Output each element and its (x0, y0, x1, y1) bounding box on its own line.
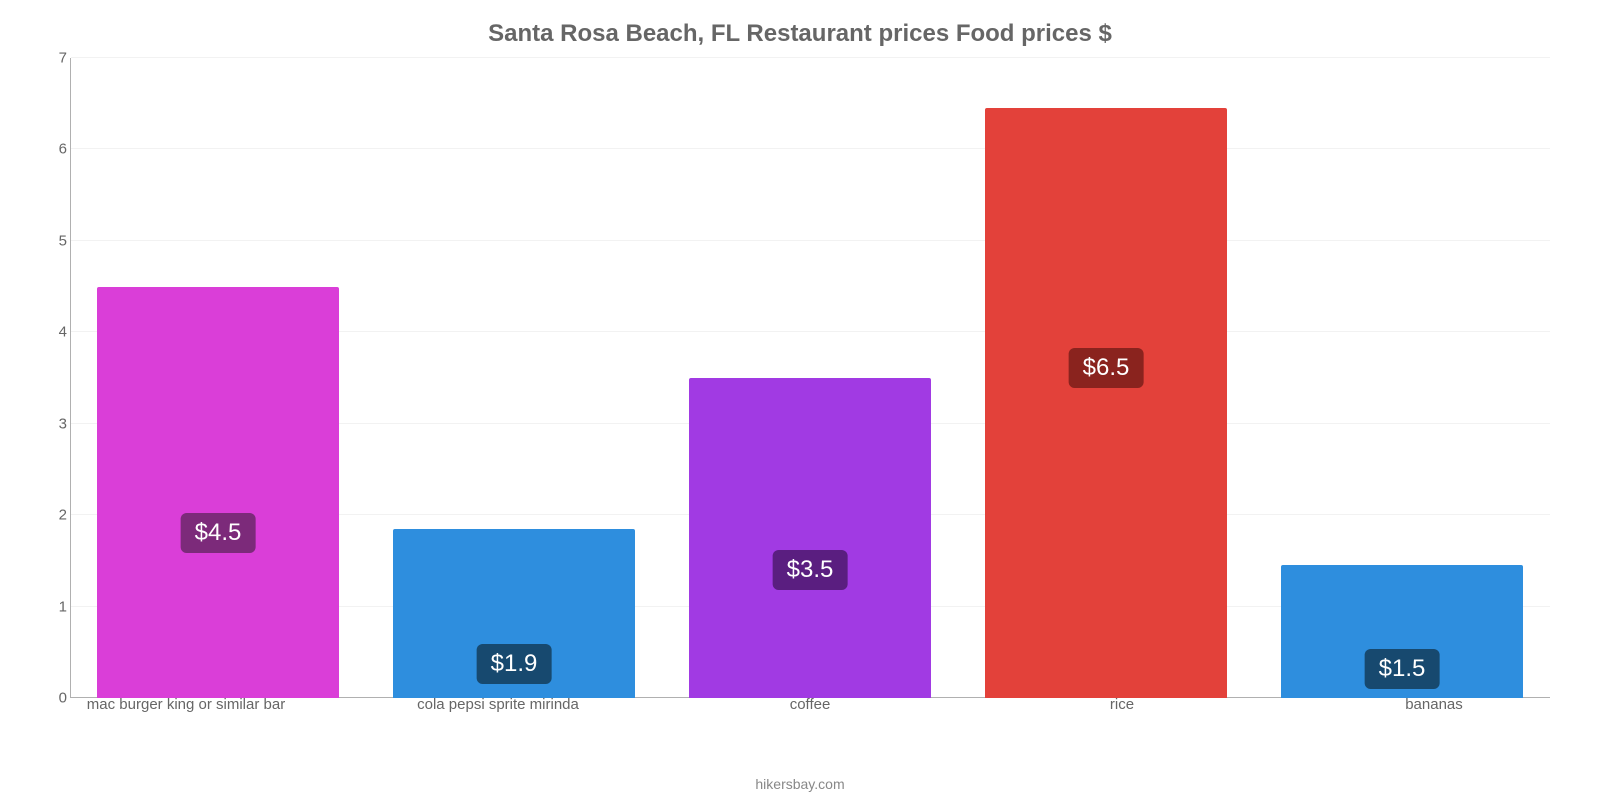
bars-layer: $4.5 $1.9 $3.5 $6.5 $1.5 (70, 58, 1550, 698)
bar: $1.5 (1281, 565, 1524, 698)
x-category-label: coffee (654, 696, 966, 713)
chart-title: Santa Rosa Beach, FL Restaurant prices F… (40, 20, 1560, 48)
x-axis-labels: mac burger king or similar barcola pepsi… (30, 696, 1590, 713)
bar-value-label: $1.5 (1365, 649, 1440, 689)
bar-slot: $4.5 (70, 58, 366, 698)
ytick-label: 6 (43, 141, 67, 158)
ytick-label: 3 (43, 415, 67, 432)
x-category-label: mac burger king or similar bar (30, 696, 342, 713)
plot-area: 01234567 $4.5$1.9$3.5$6.5$1.5 (70, 58, 1550, 698)
ytick-label: 4 (43, 324, 67, 341)
bar-value-label: $4.5 (181, 513, 256, 553)
bar-value-label: $6.5 (1069, 348, 1144, 388)
ytick-label: 1 (43, 598, 67, 615)
bar-value-label: $1.9 (477, 644, 552, 684)
bar-slot: $1.5 (1254, 58, 1550, 698)
bar: $4.5 (97, 287, 340, 698)
ytick-label: 7 (43, 50, 67, 67)
chart-footer: hikersbay.com (0, 776, 1600, 792)
chart-container: Santa Rosa Beach, FL Restaurant prices F… (0, 0, 1600, 800)
x-category-label: bananas (1278, 696, 1590, 713)
bar-slot: $1.9 (366, 58, 662, 698)
ytick-label: 2 (43, 507, 67, 524)
bar: $1.9 (393, 529, 636, 698)
x-category-label: cola pepsi sprite mirinda (342, 696, 654, 713)
ytick-label: 5 (43, 232, 67, 249)
bar-slot: $6.5 (958, 58, 1254, 698)
bar: $6.5 (985, 108, 1228, 698)
bar: $3.5 (689, 378, 932, 698)
bar-slot: $3.5 (662, 58, 958, 698)
x-category-label: rice (966, 696, 1278, 713)
bar-value-label: $3.5 (773, 550, 848, 590)
